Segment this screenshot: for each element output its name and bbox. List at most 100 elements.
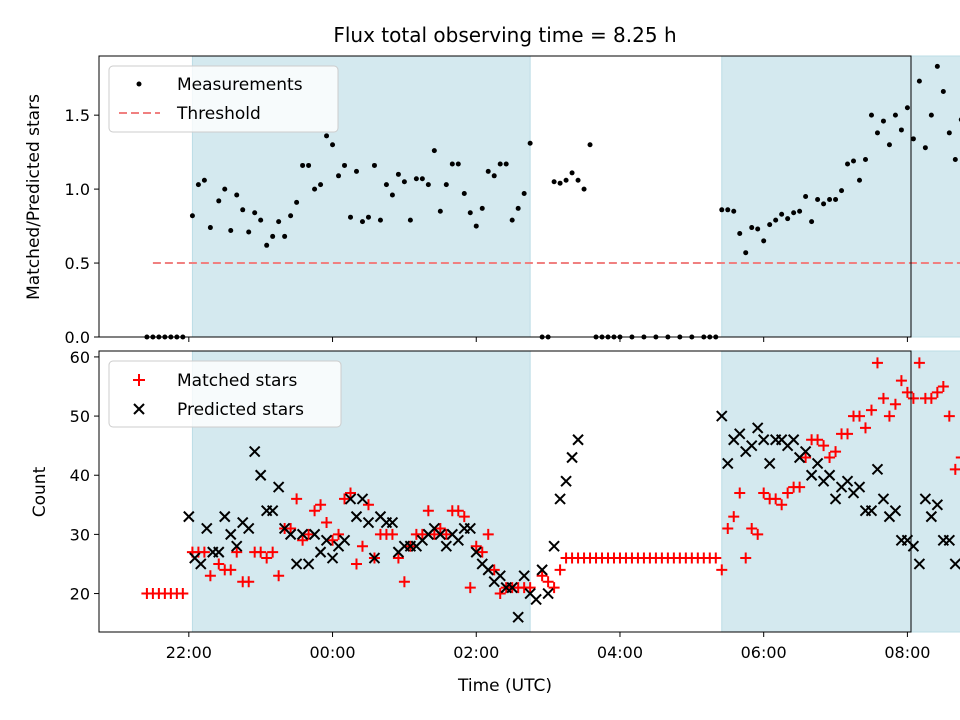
measurement-point xyxy=(240,207,246,213)
measurement-point xyxy=(324,133,330,139)
matched-star-point xyxy=(327,534,339,546)
predicted-star-point xyxy=(913,558,926,570)
ratio-y-axis-label: Matched/Predicted stars xyxy=(24,94,44,300)
matched-star-point xyxy=(345,487,357,499)
y-tick-label: 0.0 xyxy=(65,328,90,347)
measurement-point xyxy=(755,226,761,232)
legend-label-threshold: Threshold xyxy=(176,104,261,124)
measurement-point xyxy=(431,148,437,154)
measurement-point xyxy=(862,157,868,163)
measurement-point xyxy=(359,219,365,225)
matched-star-point xyxy=(812,434,824,446)
measurement-point xyxy=(509,217,515,223)
predicted-star-point xyxy=(841,475,854,487)
matched-star-point xyxy=(728,511,740,523)
matched-star-point xyxy=(482,528,494,540)
predicted-star-point xyxy=(907,540,920,552)
predicted-star-point xyxy=(326,552,339,564)
measurement-point xyxy=(222,186,228,192)
matched-star-point xyxy=(824,451,836,463)
matched-star-point xyxy=(416,528,428,540)
matched-star-point xyxy=(782,487,794,499)
matched-star-point xyxy=(542,576,554,588)
measurement-point xyxy=(779,211,785,217)
measurement-point xyxy=(940,88,946,94)
predicted-star-point xyxy=(811,457,824,470)
matched-star-point xyxy=(716,564,728,576)
measurement-point xyxy=(485,168,491,174)
predicted-star-point xyxy=(254,469,267,481)
matched-star-point xyxy=(440,528,452,540)
measurement-point xyxy=(527,140,533,146)
matched-star-point xyxy=(267,546,279,558)
measurement-point xyxy=(587,142,593,148)
measurement-point xyxy=(767,222,773,228)
predicted-star-point xyxy=(722,457,734,470)
x-tick-label: 06:00 xyxy=(741,643,787,662)
predicted-star-point xyxy=(751,422,764,434)
measurement-point xyxy=(515,205,521,211)
measurement-point xyxy=(318,182,324,188)
measurement-point xyxy=(497,161,503,167)
measurement-point xyxy=(395,171,401,177)
measurement-point xyxy=(461,191,467,197)
predicted-star-point xyxy=(829,493,842,505)
predicted-star-point xyxy=(554,493,566,505)
matched-star-point xyxy=(877,392,889,404)
legend-marker-matched xyxy=(133,374,145,386)
matched-star-point xyxy=(800,451,812,463)
predicted-star-point xyxy=(344,493,357,505)
matched-star-point xyxy=(321,517,333,529)
matched-star-point xyxy=(752,528,764,540)
y-tick-label: 0.5 xyxy=(65,254,90,273)
predicted-star-point xyxy=(284,528,297,541)
predicted-star-point xyxy=(548,540,560,552)
matched-star-point xyxy=(524,582,536,594)
measurement-point xyxy=(413,176,419,182)
legend-label-predicted: Predicted stars xyxy=(177,400,304,420)
y-tick-label: 40 xyxy=(70,466,90,485)
measurement-point xyxy=(228,228,234,234)
matched-star-point xyxy=(392,552,404,564)
count-panel-frame xyxy=(98,350,912,633)
matched-star-point xyxy=(722,522,734,534)
measurement-point xyxy=(312,186,318,192)
matched-star-point xyxy=(213,558,225,570)
measurement-point xyxy=(839,188,845,194)
matched-star-point xyxy=(710,552,722,564)
measurement-point xyxy=(348,214,354,220)
measurement-point xyxy=(389,192,395,198)
predicted-star-point xyxy=(823,469,836,481)
predicted-star-point xyxy=(356,493,369,505)
y-tick-label: 1.5 xyxy=(65,106,90,125)
measurement-point xyxy=(443,182,449,188)
matched-star-point xyxy=(177,588,189,600)
matched-star-point xyxy=(949,463,960,475)
predicted-star-point xyxy=(799,445,812,458)
measurement-point xyxy=(791,210,797,216)
measurement-point xyxy=(491,173,497,179)
matched-star-point xyxy=(204,570,216,582)
matched-star-point xyxy=(895,375,907,387)
matched-star-point xyxy=(889,398,901,410)
predicted-star-point xyxy=(757,434,770,446)
matched-star-point xyxy=(428,528,440,540)
matched-star-point xyxy=(225,564,237,576)
matched-star-point xyxy=(734,487,746,499)
predicted-star-point xyxy=(919,493,932,505)
x-axis-label: Time (UTC) xyxy=(457,676,552,696)
ratio-panel: 0.0 0.5 1.0 1.5 Matched/Predicted stars Mea… xyxy=(24,55,960,347)
measurement-point xyxy=(294,199,300,205)
predicted-star-point xyxy=(290,558,303,570)
measurement-point xyxy=(886,142,892,148)
predicted-star-point xyxy=(266,505,279,517)
predicted-star-point xyxy=(787,434,800,446)
measurement-point xyxy=(851,158,857,164)
measurement-point xyxy=(455,161,461,167)
predicted-star-point xyxy=(482,564,494,576)
measurement-point xyxy=(207,225,213,231)
matched-star-point xyxy=(261,552,273,564)
matched-star-point xyxy=(422,505,434,517)
predicted-star-point xyxy=(440,540,453,552)
